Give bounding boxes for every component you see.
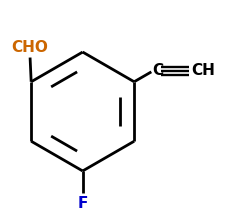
Text: F: F [77,196,88,211]
Text: CHO: CHO [12,40,49,55]
Text: CH: CH [191,63,215,78]
Text: C: C [152,63,163,78]
